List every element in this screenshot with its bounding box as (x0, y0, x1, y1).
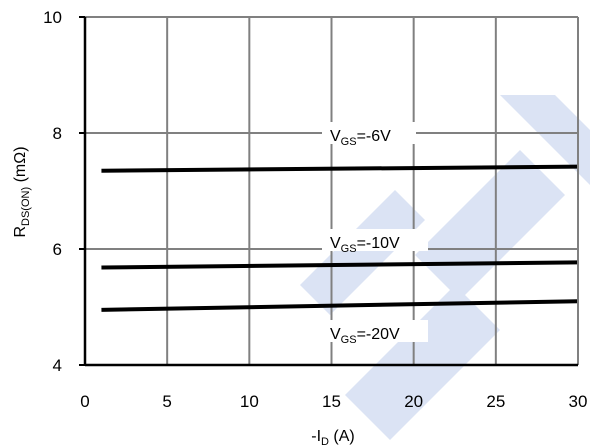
series-label-background (322, 229, 428, 251)
series-line (101, 260, 579, 270)
series-label-background (322, 320, 428, 342)
series-lines (101, 164, 579, 312)
y-tick-label: 6 (53, 240, 62, 259)
series-line (101, 299, 579, 312)
x-tick-label: 30 (569, 392, 588, 411)
x-tick-label: 10 (240, 392, 259, 411)
series-labels: VGS=-6V VGS=-10V VGS=-20V (322, 122, 428, 346)
watermark-shape (345, 285, 500, 440)
y-tick-label: 8 (53, 124, 62, 143)
x-tick-label: 25 (486, 392, 505, 411)
x-axis-title: -ID (A) (311, 428, 355, 448)
x-tick-label: 15 (322, 392, 341, 411)
watermark-shape (500, 95, 590, 185)
watermark-shape (415, 150, 565, 300)
series-label: VGS=-10V (330, 235, 400, 255)
x-tick-label: 5 (162, 392, 171, 411)
series-line (101, 164, 579, 173)
series-label-background (322, 122, 416, 144)
y-axis-title: RDS(ON) (mΩ) (12, 146, 32, 237)
watermark-shape (300, 190, 425, 315)
series-label: VGS=-20V (330, 326, 400, 346)
y-tick-label: 10 (43, 8, 62, 27)
plot-frame (79, 16, 579, 367)
x-tick-label: 20 (404, 392, 423, 411)
series-label: VGS=-6V (330, 128, 391, 148)
x-tick-label: 0 (80, 392, 89, 411)
y-tick-labels: 4 6 8 10 (43, 8, 62, 375)
y-tick-label: 4 (53, 356, 62, 375)
x-tick-labels: 0 5 10 15 20 25 30 (80, 392, 587, 411)
